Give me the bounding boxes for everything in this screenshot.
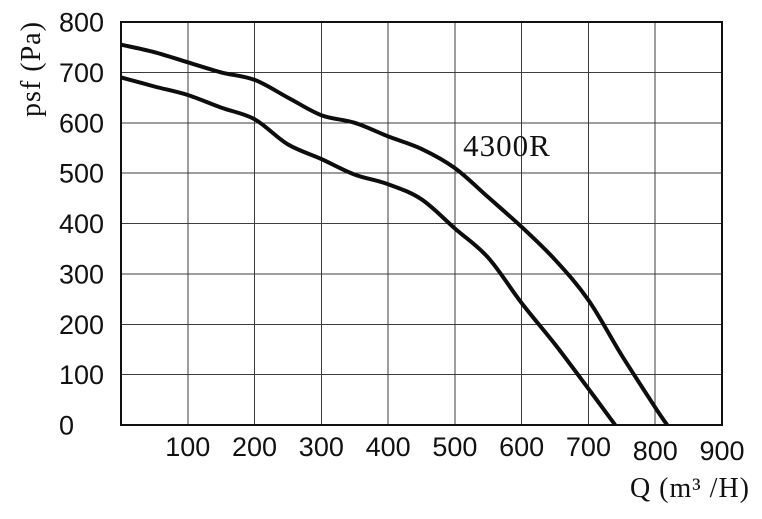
y-tick-label: 200 — [59, 310, 104, 340]
x-tick-label: 100 — [165, 432, 210, 462]
y-tick-label: 300 — [59, 259, 104, 289]
x-tick-label: 600 — [499, 432, 544, 462]
y-tick-label: 500 — [59, 159, 104, 189]
series-model-label: 4300R — [463, 127, 551, 163]
x-tick-label: 200 — [232, 432, 277, 462]
y-tick-label: 700 — [59, 58, 104, 88]
curve-4300R-upper — [120, 42, 669, 427]
x-tick-label: 500 — [432, 432, 477, 462]
x-tick-label: 700 — [566, 432, 611, 462]
y-tick-label: 800 — [59, 8, 104, 38]
y-tick-label: 400 — [59, 209, 104, 239]
y-tick-label: 600 — [59, 108, 104, 138]
x-axis-title: Q (m³ /H) — [629, 473, 750, 504]
x-tick-label: 900 — [699, 436, 744, 466]
curve-4300R-lower — [120, 75, 617, 427]
y-tick-label: 100 — [59, 360, 104, 390]
y-axis-title: psf (Pa) — [16, 21, 47, 117]
plot-border — [120, 21, 723, 426]
x-tick-label: 400 — [366, 432, 411, 462]
x-tick-label: 800 — [633, 436, 678, 466]
y-tick-label: 0 — [59, 411, 74, 441]
x-tick-label: 300 — [299, 432, 344, 462]
